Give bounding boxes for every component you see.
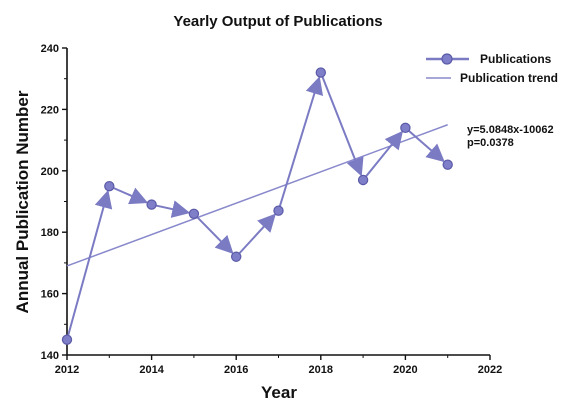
series-segment [408,130,445,163]
legend-publications-swatch-marker [441,53,453,65]
regression-annotations: y=5.0848x-10062 p=0.0378 [467,124,554,149]
series-segment [365,130,404,178]
y-tick-label: 180 [41,227,59,239]
legend-publications-label: Publications [480,52,552,66]
x-tick-label: 2022 [478,364,502,376]
series-segment [155,200,191,218]
series-segment [321,76,364,177]
data-point [104,180,115,192]
data-point [273,205,284,216]
chart-title: Yearly Output of Publications [173,13,382,30]
data-point [357,174,369,186]
series-segment [196,216,234,255]
series-segment [113,187,149,205]
publications-series-group [61,67,453,345]
regression-pvalue: p=0.0378 [467,137,514,149]
y-tick-label: 240 [41,43,59,55]
data-point [146,199,157,210]
x-ticks-group: 2012 2014 2016 2018 2020 2022 [55,355,502,376]
series-segment [238,213,276,255]
y-axis-label: Annual Publication Number [13,90,32,313]
legend: Publications Publication trend [426,52,558,85]
regression-equation: y=5.0848x-10062 [467,124,554,136]
x-tick-label: 2018 [309,364,333,376]
data-point [400,122,411,134]
data-point [188,208,200,219]
trend-line-group [66,124,448,267]
data-point [230,251,242,262]
x-tick-label: 2012 [55,364,79,376]
y-ticks-group: 140 160 180 200 220 240 [41,43,67,362]
data-point [61,334,73,345]
series-segment [67,189,113,336]
series-segment [278,76,324,207]
trend-line [66,124,448,267]
x-tick-label: 2020 [393,364,417,376]
y-tick-label: 200 [41,166,59,178]
x-tick-label: 2014 [139,364,164,376]
y-tick-label: 160 [41,289,59,301]
axes-group [66,48,490,356]
x-tick-label: 2016 [224,364,248,376]
x-axis-label: Year [261,383,297,402]
data-point [442,159,453,170]
legend-trend-label: Publication trend [460,71,558,85]
y-tick-label: 220 [41,104,59,116]
data-point [315,67,326,78]
y-tick-label: 140 [41,350,59,362]
